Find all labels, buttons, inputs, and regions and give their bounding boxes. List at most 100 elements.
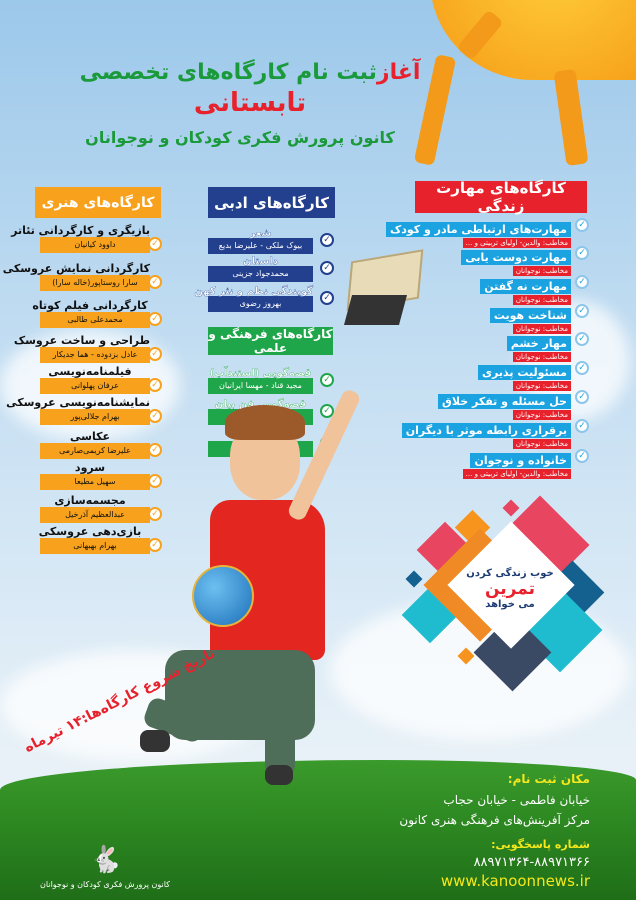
check-icon: ✓ xyxy=(148,347,162,361)
workshop-teacher: عبدالعظیم آذرخیل xyxy=(40,507,150,523)
workshop-title: خانواده و نوجوان xyxy=(470,453,571,468)
slogan-line1: خوب زندگی کردن xyxy=(466,568,554,579)
workshop-title: کارگردانی فیلم کوتاه xyxy=(32,299,148,312)
check-icon: ✓ xyxy=(148,312,162,326)
shoe xyxy=(140,730,170,752)
workshop-audience: مخاطب: نوجوانان xyxy=(512,439,571,449)
art-workshop-item[interactable]: مجسمه‌سازی عبدالعظیم آذرخیل ✓ xyxy=(30,494,162,523)
workshop-title: مسئولیت پذیری xyxy=(477,365,571,380)
workshop-audience: مخاطب: نوجوانان xyxy=(512,266,571,276)
life-skill-item[interactable]: برقراری رابطه موثر با دیگران مخاطب: نوجو… xyxy=(401,419,571,449)
workshop-title: کارگردانی نمایش عروسکی xyxy=(2,262,150,275)
check-icon: ✓ xyxy=(575,361,589,375)
workshop-audience: مخاطب: والدین- اولیای تربیتی و ... xyxy=(462,469,571,479)
workshop-teacher: بهروز رضوی xyxy=(208,296,313,312)
life-skill-item[interactable]: مهار خشم مخاطب: نوجوانان xyxy=(506,332,571,362)
check-icon: ✓ xyxy=(575,246,589,260)
grass-field xyxy=(0,760,636,900)
slogan-text: خوب زندگی کردن تمرین می خواهد xyxy=(455,568,565,610)
art-workshop-item[interactable]: کارگردانی نمایش عروسکی سارا روستاپور(خال… xyxy=(2,262,162,291)
art-workshop-item[interactable]: عکاسی علیرضا کریمی‌صارمی ✓ xyxy=(30,430,162,459)
slogan-line3: می خواهد xyxy=(485,599,535,610)
workshop-title: داستان xyxy=(243,256,278,267)
art-workshop-item[interactable]: سرود سهیل مطیعا ✓ xyxy=(30,461,162,490)
book-illustration xyxy=(343,295,408,325)
sun-ray xyxy=(553,68,589,167)
footer-logo-text: کانون پرورش فکری کودکان و نوجوانان xyxy=(40,880,170,889)
life-skill-item[interactable]: شناخت هویت مخاطب: نوجوانان xyxy=(489,304,571,334)
art-workshop-item[interactable]: کارگردانی فیلم کوتاه محمدعلی طالبی ✓ xyxy=(30,299,162,328)
phone-numbers: ۸۸۹۷۱۳۶۴-۸۸۹۷۱۳۶۶ xyxy=(473,855,590,870)
workshop-title: مهارت دوست یابی xyxy=(461,250,571,265)
workshop-teacher: محمدجواد جزینی xyxy=(208,266,313,282)
workshop-teacher: داوود کیانیان xyxy=(40,237,150,253)
workshop-title: فیلمنامه‌نویسی xyxy=(48,365,132,378)
literary-workshops-heading: کارگاه‌های ادبی xyxy=(208,187,335,218)
art-workshop-item[interactable]: فیلمنامه‌نویسی عرفان پهلوانی ✓ xyxy=(30,365,162,394)
workshop-title: قصه‌گویی (استندآپ) xyxy=(209,368,312,379)
workshop-title: گویندگی نظم و نثر کهن xyxy=(194,286,313,297)
website-link[interactable]: www.kanoonnews.ir xyxy=(440,872,590,890)
life-skill-item[interactable]: خانواده و نوجوان مخاطب: والدین- اولیای ت… xyxy=(462,449,571,479)
life-skill-item[interactable]: مهارت نه گفتن مخاطب: نوجوانان xyxy=(480,275,571,305)
slogan-line2: تمرین xyxy=(484,579,536,599)
workshop-audience: مخاطب: نوجوانان xyxy=(512,410,571,420)
check-icon: ✓ xyxy=(148,443,162,457)
cultural-workshop-item[interactable]: قصه‌گویی (استندآپ) مجید قناد - مهسا ایرا… xyxy=(208,368,334,394)
check-icon: ✓ xyxy=(575,419,589,433)
check-icon: ✓ xyxy=(575,275,589,289)
life-skill-item[interactable]: حل مسئله و تفکر خلاق مخاطب: نوجوانان xyxy=(438,390,571,420)
check-icon: ✓ xyxy=(575,449,589,463)
life-skill-item[interactable]: مسئولیت پذیری مخاطب: نوجوانان xyxy=(477,361,571,391)
literary-workshop-item[interactable]: گویندگی نظم و نثر کهن بهروز رضوی ✓ xyxy=(194,286,334,312)
workshop-title: حل مسئله و تفکر خلاق xyxy=(438,394,571,409)
poster-title: آغازثبت نام کارگاه‌های تخصصی xyxy=(60,60,440,85)
shoe xyxy=(265,765,293,785)
workshop-teacher: بهرام جلالی‌پور xyxy=(40,409,150,425)
workshop-teacher: محمدعلی طالبی xyxy=(40,312,150,328)
check-icon: ✓ xyxy=(148,409,162,423)
check-icon: ✓ xyxy=(320,233,334,247)
literary-workshop-item[interactable]: داستان محمدجواد جزینی ✓ xyxy=(208,256,334,282)
check-icon: ✓ xyxy=(148,507,162,521)
literary-workshop-item[interactable]: شعر بیوک ملکی - علیرضا بدیع ✓ xyxy=(208,228,334,254)
place-label: مکان ثبت نام: xyxy=(507,772,590,786)
check-icon: ✓ xyxy=(148,474,162,488)
art-workshop-item[interactable]: طراحی و ساخت عروسک عادل بزدوده - هما جدی… xyxy=(14,334,162,363)
check-icon: ✓ xyxy=(320,373,334,387)
check-icon: ✓ xyxy=(575,390,589,404)
life-skill-item[interactable]: مهارت دوست یابی مخاطب: نوجوانان xyxy=(461,246,571,276)
address-line2: مرکز آفرینش‌های فرهنگی هنری کانون xyxy=(399,813,590,827)
globe-illustration xyxy=(192,565,254,627)
title-start: آغاز xyxy=(376,60,421,85)
workshop-teacher: مجید قناد - مهسا ایرانیان xyxy=(208,378,313,394)
workshop-title: مجسمه‌سازی xyxy=(54,494,126,507)
workshop-title: شناخت هویت xyxy=(489,308,571,323)
art-workshop-item[interactable]: بازیگری و کارگردانی تئاتر داوود کیانیان … xyxy=(11,224,162,253)
art-workshop-item[interactable]: نمایشنامه‌نویسی عروسکی بهرام جلالی‌پور ✓ xyxy=(6,396,162,425)
check-icon: ✓ xyxy=(575,304,589,318)
check-icon: ✓ xyxy=(148,237,162,251)
phone-label: شماره پاسخگویی: xyxy=(491,838,590,851)
address-line1: خیابان فاطمی - خیابان حجاب xyxy=(443,793,590,807)
kanoon-logo-icon: 🐇 xyxy=(89,845,123,875)
art-workshops-heading: کارگاه‌های هنری xyxy=(35,187,161,218)
art-workshop-item[interactable]: بازی‌دهی عروسکی بهرام بهبهانی ✓ xyxy=(30,525,162,554)
workshop-audience: مخاطب: نوجوانان xyxy=(512,352,571,362)
boy-hair xyxy=(225,405,305,440)
workshop-teacher: علیرضا کریمی‌صارمی xyxy=(40,443,150,459)
check-icon: ✓ xyxy=(575,218,589,232)
check-icon: ✓ xyxy=(148,275,162,289)
workshop-title: بازی‌دهی عروسکی xyxy=(38,525,142,538)
life-skill-item[interactable]: مهارت‌های ارتباطی مادر و کودک مخاطب: وال… xyxy=(385,218,571,248)
workshop-teacher: سارا روستاپور(خاله سارا) xyxy=(40,275,150,291)
workshop-teacher: سهیل مطیعا xyxy=(40,474,150,490)
check-icon: ✓ xyxy=(320,291,334,305)
check-icon: ✓ xyxy=(575,332,589,346)
workshop-title: مهار خشم xyxy=(506,336,571,351)
workshop-audience: مخاطب: نوجوانان xyxy=(512,324,571,334)
workshop-title: برقراری رابطه موثر با دیگران xyxy=(401,423,571,438)
workshop-audience: مخاطب: نوجوانان xyxy=(512,295,571,305)
workshop-audience: مخاطب: نوجوانان xyxy=(512,381,571,391)
workshop-teacher: بیوک ملکی - علیرضا بدیع xyxy=(208,238,313,254)
